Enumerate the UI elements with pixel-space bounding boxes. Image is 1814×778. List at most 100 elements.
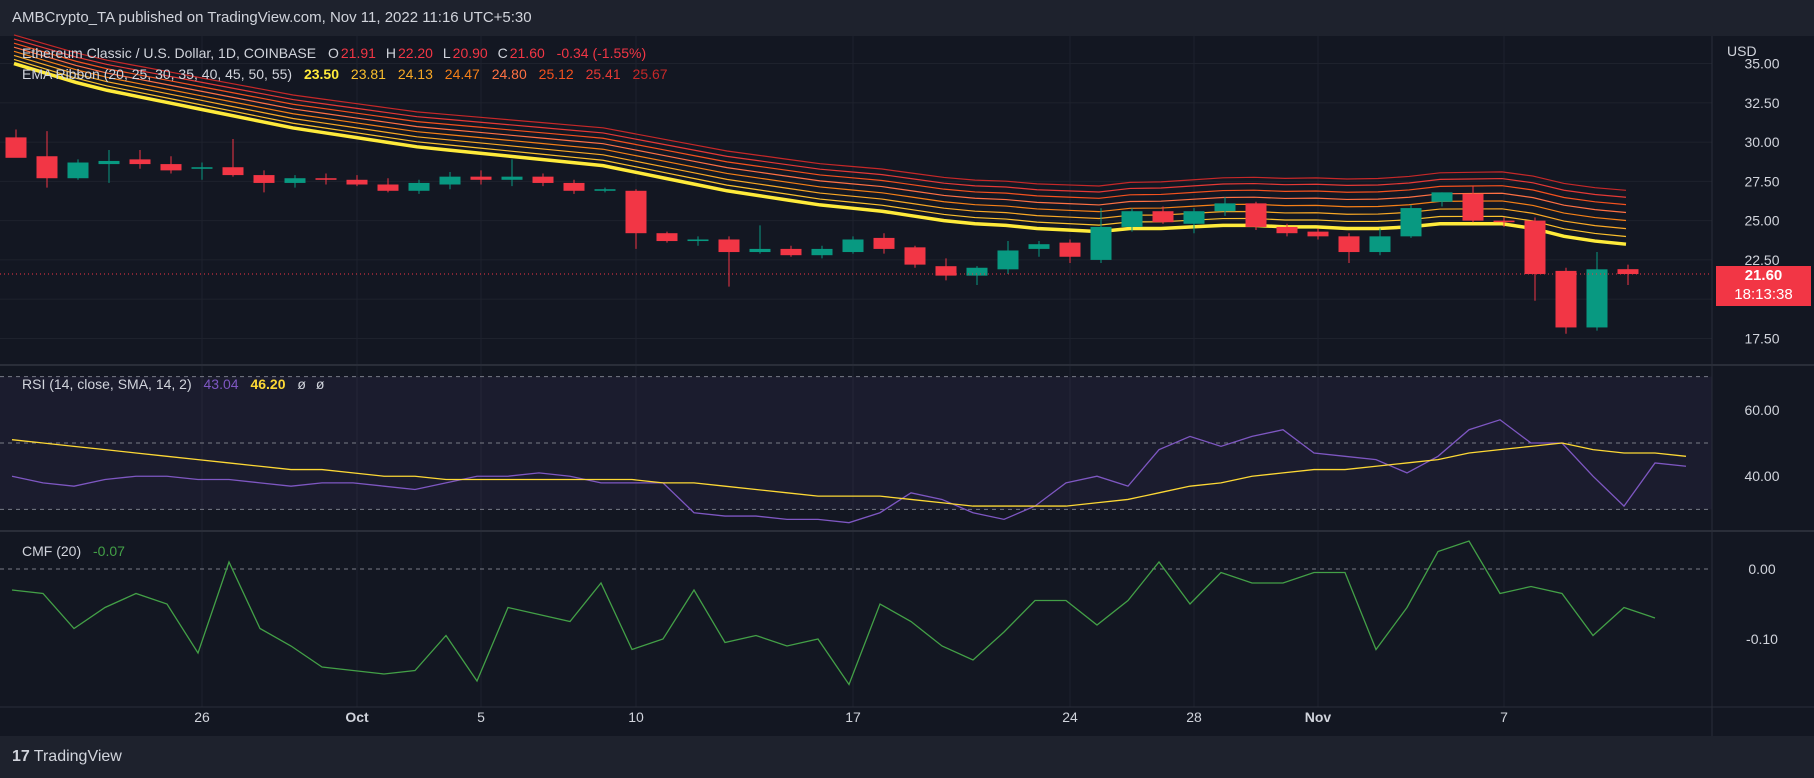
cmf-tick-label: 0.00 bbox=[1748, 561, 1775, 577]
rsi-value: 43.04 bbox=[203, 376, 239, 392]
candle-down bbox=[36, 131, 58, 188]
low-value: 20.90 bbox=[452, 45, 488, 61]
candle-body bbox=[253, 175, 275, 183]
ema-value-50: 25.41 bbox=[585, 66, 621, 82]
candle-body bbox=[625, 190, 647, 234]
candle-down bbox=[1338, 233, 1360, 264]
candle-down bbox=[718, 236, 740, 287]
cmf-legend[interactable]: CMF (20) -0.07 bbox=[22, 543, 127, 559]
high-value: 22.20 bbox=[397, 45, 433, 61]
candle-body bbox=[935, 266, 957, 276]
candle-body bbox=[1183, 211, 1205, 224]
ema-value-45: 25.12 bbox=[538, 66, 574, 82]
footer-bar: 17 TradingView bbox=[0, 736, 1814, 778]
candle-up bbox=[501, 159, 523, 187]
time-tick-label: 26 bbox=[194, 709, 210, 725]
candle-body bbox=[966, 267, 988, 276]
time-tick-label: 17 bbox=[845, 709, 861, 725]
change-value: -0.34 (-1.55%) bbox=[556, 45, 647, 61]
candle-body bbox=[718, 239, 740, 253]
close-value: 21.60 bbox=[509, 45, 545, 61]
candle-up bbox=[749, 225, 771, 254]
ema-value-40: 24.80 bbox=[491, 66, 527, 82]
candle-up bbox=[1369, 228, 1391, 256]
cmf-pane bbox=[11, 540, 1656, 686]
candle-body bbox=[811, 248, 833, 256]
candle-body bbox=[532, 176, 554, 183]
time-tick-label: 24 bbox=[1062, 709, 1078, 725]
time-tick-label: Nov bbox=[1305, 709, 1332, 725]
rsi-tick-label: 40.00 bbox=[1744, 468, 1779, 484]
candle-body bbox=[1617, 269, 1639, 275]
candle-body bbox=[1152, 211, 1174, 223]
chart-canvas[interactable]: 35.0032.5030.0027.5025.0022.5020.0017.50… bbox=[0, 0, 1814, 736]
ema-value-20: 23.50 bbox=[303, 66, 340, 82]
rsi-tick-label: 60.00 bbox=[1744, 402, 1779, 418]
ema-legend[interactable]: EMA Ribbon (20, 25, 30, 35, 40, 45, 50, … bbox=[22, 66, 670, 82]
candle-down bbox=[1555, 267, 1577, 334]
ema-value-35: 24.47 bbox=[444, 66, 480, 82]
candle-body bbox=[67, 162, 89, 179]
ema-line-ema-40 bbox=[13, 46, 1627, 214]
rsi-line bbox=[11, 419, 1687, 524]
candle-body bbox=[346, 179, 368, 185]
open-value: 21.91 bbox=[340, 45, 376, 61]
candlestick-series bbox=[0, 129, 1712, 334]
symbol-legend[interactable]: Ethereum Classic / U.S. Dollar, 1D, COIN… bbox=[22, 45, 648, 61]
candle-body bbox=[997, 250, 1019, 270]
price-tick-label: 17.50 bbox=[1744, 330, 1779, 346]
candle-down bbox=[160, 156, 182, 174]
candle-down bbox=[1493, 217, 1515, 227]
last-price: 21.60 bbox=[1744, 267, 1783, 284]
candle-body bbox=[377, 184, 399, 191]
candle-body bbox=[470, 176, 492, 180]
ema-line-ema-20 bbox=[13, 61, 1627, 246]
time-tick-label: 10 bbox=[628, 709, 644, 725]
candle-body bbox=[1059, 242, 1081, 257]
candle-body bbox=[284, 178, 306, 183]
tradingview-logo-icon: 17 bbox=[12, 748, 30, 765]
candle-body bbox=[1245, 203, 1267, 227]
ema-line-ema-35 bbox=[13, 50, 1627, 222]
rsi-legend[interactable]: RSI (14, close, SMA, 14, 2) 43.04 46.20 … bbox=[22, 376, 326, 392]
currency-label: USD bbox=[1727, 43, 1757, 59]
tradingview-logo[interactable]: 17 TradingView bbox=[12, 748, 122, 766]
pane-separators bbox=[0, 36, 1814, 736]
rsi-extra-2: ø bbox=[315, 376, 325, 392]
candle-body bbox=[408, 182, 430, 191]
candle-up bbox=[1431, 192, 1453, 207]
price-tick-label: 30.00 bbox=[1744, 134, 1779, 150]
candle-up bbox=[1214, 197, 1236, 216]
symbol-title: Ethereum Classic / U.S. Dollar, 1D, COIN… bbox=[22, 45, 317, 61]
candle-up bbox=[98, 149, 120, 183]
ema-line-ema-25 bbox=[13, 58, 1627, 238]
price-tick-label: 27.50 bbox=[1744, 173, 1779, 189]
candle-up bbox=[1586, 252, 1608, 331]
candle-body bbox=[904, 247, 926, 265]
candle-down bbox=[873, 233, 895, 254]
candle-down bbox=[346, 175, 368, 187]
candle-body bbox=[1338, 236, 1360, 253]
candle-up bbox=[1400, 204, 1422, 238]
time-tick-label: 5 bbox=[477, 709, 485, 725]
candle-down bbox=[1307, 228, 1329, 240]
candle-down bbox=[780, 245, 802, 257]
open-label: O bbox=[327, 45, 339, 61]
grid-lines bbox=[0, 36, 1712, 707]
candle-up bbox=[284, 175, 306, 188]
rsi-band-background bbox=[0, 376, 1712, 510]
cmf-title: CMF (20) bbox=[22, 543, 82, 559]
candle-up bbox=[1028, 241, 1050, 257]
close-label: C bbox=[497, 45, 508, 61]
candle-body bbox=[1524, 220, 1546, 275]
candle-body bbox=[1121, 211, 1143, 227]
time-tick-label: 7 bbox=[1500, 709, 1508, 725]
ema-line-ema-50 bbox=[13, 38, 1627, 198]
candle-body bbox=[656, 233, 678, 242]
candle-up bbox=[1183, 208, 1205, 234]
candle-up bbox=[687, 236, 709, 246]
candle-body bbox=[563, 182, 585, 191]
low-label: L bbox=[442, 45, 451, 61]
candle-body bbox=[439, 176, 461, 185]
candle-down bbox=[532, 173, 554, 187]
